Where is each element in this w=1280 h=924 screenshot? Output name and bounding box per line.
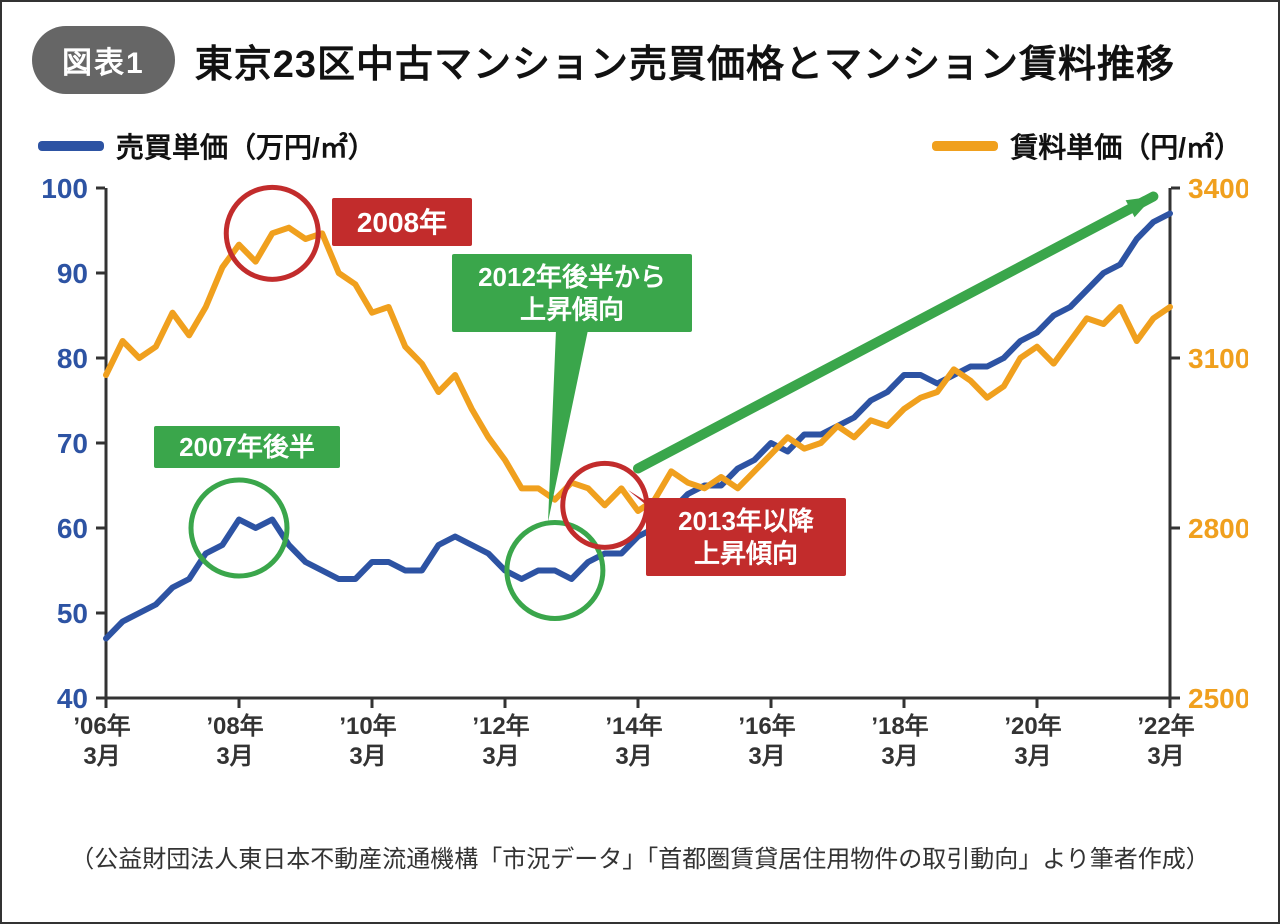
svg-text:50: 50	[57, 598, 88, 629]
figure-badge: 図表1	[32, 26, 175, 94]
svg-text:’16年: ’16年	[738, 712, 795, 740]
legend-swatch-blue	[38, 141, 104, 151]
svg-text:80: 80	[57, 343, 88, 374]
svg-text:2500: 2500	[1188, 683, 1248, 714]
svg-text:’14年: ’14年	[605, 712, 662, 740]
svg-text:2008年: 2008年	[357, 206, 447, 238]
legend-right: 賃料単価（円/㎡）	[932, 126, 1242, 166]
svg-text:3月: 3月	[1147, 743, 1184, 770]
svg-text:40: 40	[57, 683, 88, 714]
svg-text:’06年: ’06年	[73, 712, 130, 740]
svg-text:3100: 3100	[1188, 343, 1248, 374]
svg-text:2800: 2800	[1188, 513, 1248, 544]
svg-text:3月: 3月	[615, 743, 652, 770]
svg-text:上昇傾向: 上昇傾向	[694, 538, 798, 568]
legend-left: 売買単価（万円/㎡）	[38, 126, 376, 166]
svg-text:3月: 3月	[83, 743, 120, 770]
svg-text:’08年: ’08年	[206, 712, 263, 740]
svg-text:’20年: ’20年	[1004, 712, 1061, 740]
svg-text:60: 60	[57, 513, 88, 544]
svg-text:上昇傾向: 上昇傾向	[520, 294, 624, 324]
svg-text:’10年: ’10年	[339, 712, 396, 740]
svg-text:3月: 3月	[1014, 743, 1051, 770]
legend: 売買単価（万円/㎡） 賃料単価（円/㎡）	[32, 126, 1248, 172]
svg-text:90: 90	[57, 258, 88, 289]
legend-left-label: 売買単価（万円/㎡）	[116, 126, 376, 166]
svg-text:70: 70	[57, 428, 88, 459]
legend-right-label: 賃料単価（円/㎡）	[1010, 126, 1242, 166]
header: 図表1 東京23区中古マンション売買価格とマンション賃料推移	[32, 26, 1248, 94]
svg-text:3400: 3400	[1188, 173, 1248, 204]
chart-svg: 40 50 60 70 80 90 100 2500 2800 3100 3400 ’06年 3月 ’08…	[32, 172, 1248, 812]
svg-text:3月: 3月	[881, 743, 918, 770]
svg-text:3月: 3月	[748, 743, 785, 770]
svg-text:3月: 3月	[482, 743, 519, 770]
svg-text:2013年以降: 2013年以降	[678, 506, 815, 536]
svg-text:2012年後半から: 2012年後半から	[478, 262, 666, 292]
svg-text:’12年: ’12年	[472, 712, 529, 740]
chart: 40 50 60 70 80 90 100 2500 2800 3100 3400 ’06年 3月 ’08…	[32, 172, 1248, 817]
figure-title: 東京23区中古マンション売買価格とマンション賃料推移	[195, 33, 1175, 88]
source-note: （公益財団法人東日本不動産流通機構「市況データ」「首都圏賃貸居住用物件の取引動向…	[32, 839, 1248, 874]
svg-text:2007年後半: 2007年後半	[179, 432, 315, 462]
svg-text:3月: 3月	[349, 743, 386, 770]
svg-text:’22年: ’22年	[1137, 712, 1194, 740]
svg-text:3月: 3月	[216, 743, 253, 770]
svg-text:’18年: ’18年	[871, 712, 928, 740]
svg-text:100: 100	[41, 173, 88, 204]
figure-panel: 図表1 東京23区中古マンション売買価格とマンション賃料推移 売買単価（万円/㎡…	[0, 0, 1280, 924]
legend-swatch-orange	[932, 141, 998, 151]
